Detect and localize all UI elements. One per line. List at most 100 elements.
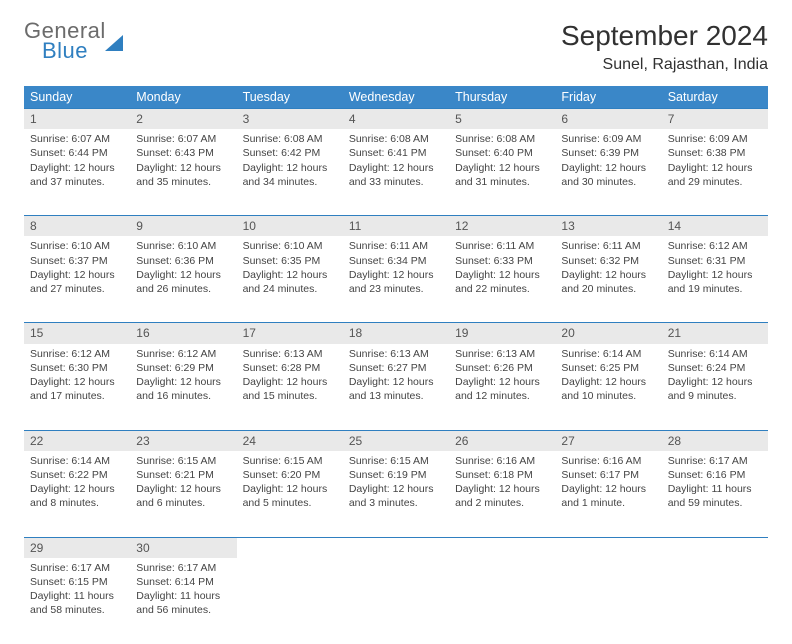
day-details: Sunrise: 6:15 AMSunset: 6:19 PMDaylight:… — [343, 451, 449, 517]
daylight-line2: and 5 minutes. — [243, 496, 337, 510]
sunrise-text: Sunrise: 6:16 AM — [455, 454, 549, 468]
day-cell — [343, 558, 449, 644]
sunrise-text: Sunrise: 6:11 AM — [349, 239, 443, 253]
day-number-cell — [662, 537, 768, 558]
sunset-text: Sunset: 6:14 PM — [136, 575, 230, 589]
sunrise-text: Sunrise: 6:17 AM — [668, 454, 762, 468]
sunset-text: Sunset: 6:31 PM — [668, 254, 762, 268]
sunset-text: Sunset: 6:26 PM — [455, 361, 549, 375]
sunrise-text: Sunrise: 6:15 AM — [349, 454, 443, 468]
day-details: Sunrise: 6:09 AMSunset: 6:39 PMDaylight:… — [555, 129, 661, 195]
daylight-line2: and 3 minutes. — [349, 496, 443, 510]
daynum-row: 891011121314 — [24, 215, 768, 236]
sunset-text: Sunset: 6:36 PM — [136, 254, 230, 268]
daylight-line2: and 24 minutes. — [243, 282, 337, 296]
daylight-line2: and 17 minutes. — [30, 389, 124, 403]
day-cell: Sunrise: 6:15 AMSunset: 6:19 PMDaylight:… — [343, 451, 449, 537]
day-number-empty — [237, 537, 343, 558]
daylight-line1: Daylight: 12 hours — [561, 482, 655, 496]
day-number: 17 — [237, 322, 343, 343]
brand-triangle-icon — [105, 35, 123, 51]
day-number: 14 — [662, 215, 768, 236]
weekday-header: Sunday — [24, 86, 130, 108]
day-number-cell: 1 — [24, 108, 130, 129]
weekday-header: Thursday — [449, 86, 555, 108]
day-cell: Sunrise: 6:12 AMSunset: 6:30 PMDaylight:… — [24, 344, 130, 430]
day-cell: Sunrise: 6:12 AMSunset: 6:31 PMDaylight:… — [662, 236, 768, 322]
daylight-line2: and 30 minutes. — [561, 175, 655, 189]
daylight-line2: and 34 minutes. — [243, 175, 337, 189]
day-cell — [555, 558, 661, 644]
day-number: 1 — [24, 108, 130, 129]
day-number-cell: 6 — [555, 108, 661, 129]
day-details: Sunrise: 6:10 AMSunset: 6:37 PMDaylight:… — [24, 236, 130, 302]
day-details: Sunrise: 6:09 AMSunset: 6:38 PMDaylight:… — [662, 129, 768, 195]
day-number-cell: 12 — [449, 215, 555, 236]
day-cell: Sunrise: 6:10 AMSunset: 6:37 PMDaylight:… — [24, 236, 130, 322]
day-cell: Sunrise: 6:13 AMSunset: 6:27 PMDaylight:… — [343, 344, 449, 430]
sunrise-text: Sunrise: 6:08 AM — [243, 132, 337, 146]
daynum-row: 15161718192021 — [24, 322, 768, 343]
day-number: 21 — [662, 322, 768, 343]
day-cell: Sunrise: 6:15 AMSunset: 6:21 PMDaylight:… — [130, 451, 236, 537]
day-cell — [662, 558, 768, 644]
daylight-line1: Daylight: 12 hours — [136, 268, 230, 282]
sunset-text: Sunset: 6:21 PM — [136, 468, 230, 482]
day-cell: Sunrise: 6:17 AMSunset: 6:16 PMDaylight:… — [662, 451, 768, 537]
sunrise-text: Sunrise: 6:17 AM — [136, 561, 230, 575]
sunrise-text: Sunrise: 6:08 AM — [349, 132, 443, 146]
daylight-line1: Daylight: 12 hours — [243, 482, 337, 496]
day-cell: Sunrise: 6:07 AMSunset: 6:43 PMDaylight:… — [130, 129, 236, 215]
day-cell: Sunrise: 6:17 AMSunset: 6:15 PMDaylight:… — [24, 558, 130, 644]
day-details: Sunrise: 6:10 AMSunset: 6:36 PMDaylight:… — [130, 236, 236, 302]
brand-text: General Blue — [24, 20, 106, 62]
day-details: Sunrise: 6:15 AMSunset: 6:20 PMDaylight:… — [237, 451, 343, 517]
sunset-text: Sunset: 6:27 PM — [349, 361, 443, 375]
daylight-line1: Daylight: 12 hours — [136, 482, 230, 496]
day-number-cell: 23 — [130, 430, 236, 451]
daylight-line1: Daylight: 12 hours — [243, 268, 337, 282]
day-cell: Sunrise: 6:08 AMSunset: 6:41 PMDaylight:… — [343, 129, 449, 215]
daylight-line2: and 9 minutes. — [668, 389, 762, 403]
daylight-line1: Daylight: 12 hours — [668, 161, 762, 175]
day-cell: Sunrise: 6:13 AMSunset: 6:26 PMDaylight:… — [449, 344, 555, 430]
sunset-text: Sunset: 6:29 PM — [136, 361, 230, 375]
sunset-text: Sunset: 6:32 PM — [561, 254, 655, 268]
day-number: 22 — [24, 430, 130, 451]
brand-logo: General Blue — [24, 20, 123, 62]
day-number-cell: 11 — [343, 215, 449, 236]
day-cell: Sunrise: 6:14 AMSunset: 6:22 PMDaylight:… — [24, 451, 130, 537]
calendar-body: 1234567Sunrise: 6:07 AMSunset: 6:44 PMDa… — [24, 108, 768, 644]
day-number: 18 — [343, 322, 449, 343]
sunrise-text: Sunrise: 6:13 AM — [349, 347, 443, 361]
sunrise-text: Sunrise: 6:10 AM — [243, 239, 337, 253]
day-details: Sunrise: 6:10 AMSunset: 6:35 PMDaylight:… — [237, 236, 343, 302]
day-number-cell: 13 — [555, 215, 661, 236]
weekday-header: Monday — [130, 86, 236, 108]
sunrise-text: Sunrise: 6:13 AM — [243, 347, 337, 361]
page-header: General Blue September 2024 Sunel, Rajas… — [24, 20, 768, 74]
day-cell: Sunrise: 6:11 AMSunset: 6:33 PMDaylight:… — [449, 236, 555, 322]
daylight-line1: Daylight: 12 hours — [561, 268, 655, 282]
day-number: 9 — [130, 215, 236, 236]
day-number-cell: 26 — [449, 430, 555, 451]
sunrise-text: Sunrise: 6:11 AM — [455, 239, 549, 253]
daylight-line2: and 19 minutes. — [668, 282, 762, 296]
day-cell: Sunrise: 6:10 AMSunset: 6:36 PMDaylight:… — [130, 236, 236, 322]
day-number-cell: 29 — [24, 537, 130, 558]
daynum-row: 22232425262728 — [24, 430, 768, 451]
daylight-line1: Daylight: 12 hours — [30, 375, 124, 389]
day-number: 27 — [555, 430, 661, 451]
sunset-text: Sunset: 6:15 PM — [30, 575, 124, 589]
day-number-cell — [237, 537, 343, 558]
sunset-text: Sunset: 6:42 PM — [243, 146, 337, 160]
day-details: Sunrise: 6:07 AMSunset: 6:43 PMDaylight:… — [130, 129, 236, 195]
day-cell — [237, 558, 343, 644]
daylight-line2: and 37 minutes. — [30, 175, 124, 189]
day-cell: Sunrise: 6:08 AMSunset: 6:42 PMDaylight:… — [237, 129, 343, 215]
day-number: 11 — [343, 215, 449, 236]
day-content-row: Sunrise: 6:07 AMSunset: 6:44 PMDaylight:… — [24, 129, 768, 215]
sunrise-text: Sunrise: 6:14 AM — [30, 454, 124, 468]
daylight-line2: and 16 minutes. — [136, 389, 230, 403]
day-number: 16 — [130, 322, 236, 343]
